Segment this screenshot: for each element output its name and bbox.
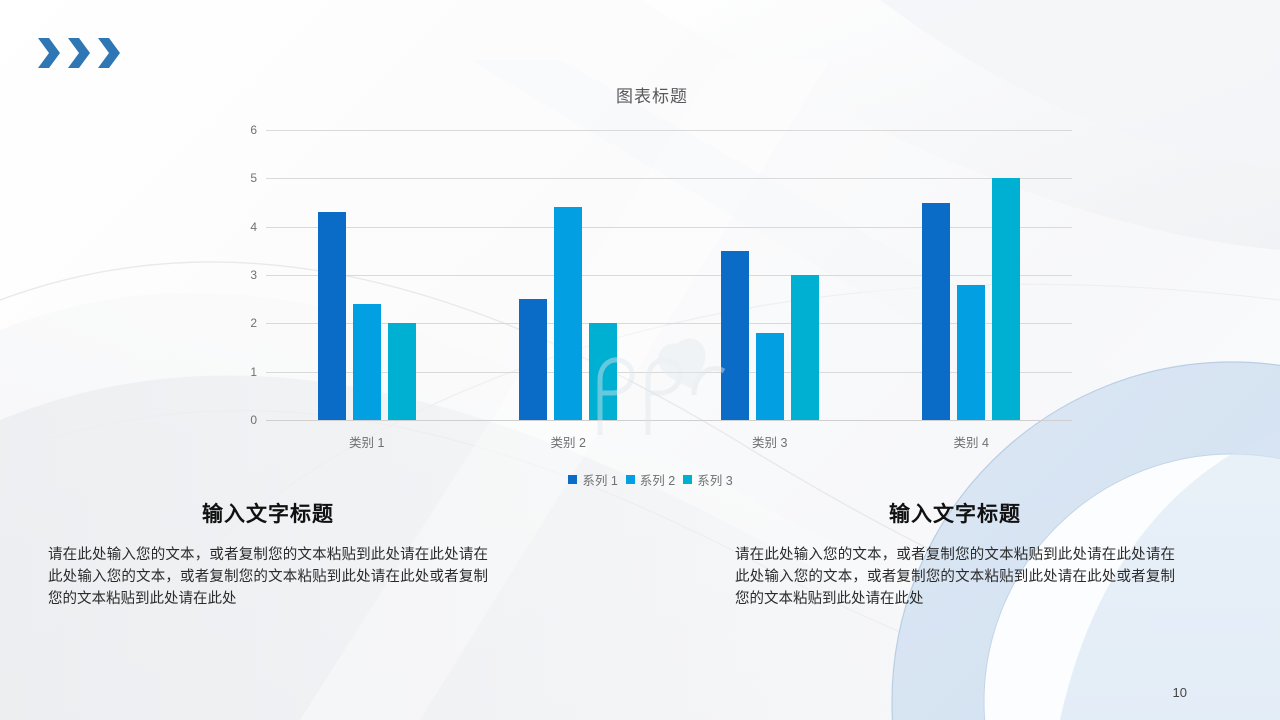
chart-gridline: 4 <box>250 220 1072 234</box>
y-axis-tick-label: 2 <box>250 316 257 331</box>
chart-gridline: 5 <box>250 171 1072 185</box>
chart-category-group: 类别 4 <box>871 130 1073 450</box>
chart-plot-area: 0 1 2 3 4 5 6 类别 1 类别 2 类别 3 类别 4 <box>250 123 1073 450</box>
chart-gridline: 6 <box>250 123 1072 137</box>
y-axis-tick-label: 3 <box>250 268 257 282</box>
chart-bar <box>387 323 416 420</box>
y-axis-tick-label: 0 <box>250 413 257 427</box>
y-axis-tick-label: 5 <box>250 171 257 186</box>
y-axis-tick-label: 6 <box>250 123 257 137</box>
text-block-heading: 输入文字标题 <box>202 503 334 526</box>
text-block-right: 输入文字标题 请在此处输入您的文本，或者复制您的文本粘贴到此处请在此处请在此处输… <box>735 498 1175 610</box>
chart-gridline: 2 <box>250 316 1072 330</box>
chart-legend-item[interactable]: 系列 1 <box>568 470 620 489</box>
chart-bar <box>922 202 951 420</box>
x-axis-category-label: 类别 2 <box>550 436 586 450</box>
chart-category-group: 类别 2 <box>468 130 670 450</box>
x-axis-category-label: 类别 1 <box>349 436 385 450</box>
chart-bar <box>554 207 583 420</box>
chart-bar <box>352 304 381 420</box>
chart-legend-swatch <box>625 475 635 484</box>
chart-legend-item[interactable]: 系列 3 <box>683 470 735 489</box>
chart-legend-item[interactable]: 系列 2 <box>625 470 678 489</box>
chart-legend-swatch <box>568 475 578 484</box>
x-axis-category-label: 类别 3 <box>752 436 788 450</box>
y-axis-tick-label: 1 <box>250 364 257 379</box>
chart-gridline: 1 <box>250 365 1072 379</box>
y-axis-tick-label: 4 <box>250 219 257 234</box>
chevron-right-icon <box>98 38 120 68</box>
text-block-heading: 输入文字标题 <box>889 503 1021 526</box>
chart-bar-groups: 类别 1 类别 2 类别 3 类别 4 <box>266 130 1073 450</box>
chart-bar <box>317 212 346 420</box>
page-number: 10 <box>1172 685 1187 700</box>
text-block-body: 请在此处输入您的文本，或者复制您的文本粘贴到此处请在此处请在此处输入您的文本，或… <box>48 547 488 608</box>
chart-bar <box>790 275 819 420</box>
chart-legend-swatch <box>683 475 693 484</box>
chart-category-group: 类别 1 <box>266 130 468 450</box>
chart-bar <box>720 250 749 420</box>
chart-bar <box>992 178 1021 420</box>
chevron-right-icon <box>68 38 90 68</box>
chart-legend-label: 系列 2 <box>639 474 676 488</box>
chart-bar <box>755 333 784 420</box>
chart-legend-label: 系列 3 <box>697 474 733 488</box>
chart-legend-label: 系列 1 <box>582 474 618 488</box>
chart-bar <box>957 284 986 420</box>
chevron-right-icon <box>38 38 60 68</box>
chart-gridline: 0 <box>250 413 1072 427</box>
text-block-body: 请在此处输入您的文本，或者复制您的文本粘贴到此处请在此处请在此处输入您的文本，或… <box>735 547 1175 608</box>
x-axis-category-label: 类别 4 <box>953 436 989 450</box>
chart-category-group: 类别 3 <box>669 130 871 450</box>
text-block-left: 输入文字标题 请在此处输入您的文本，或者复制您的文本粘贴到此处请在此处请在此处输… <box>48 498 488 610</box>
chart-legend: 系列 1 系列 2 系列 3 <box>232 470 1072 489</box>
chart-gridline: 3 <box>250 268 1072 282</box>
chart-title: 图表标题 <box>616 87 688 106</box>
chart-bar <box>519 299 548 420</box>
logo-chevrons <box>36 36 122 70</box>
chart-bar <box>589 323 618 420</box>
